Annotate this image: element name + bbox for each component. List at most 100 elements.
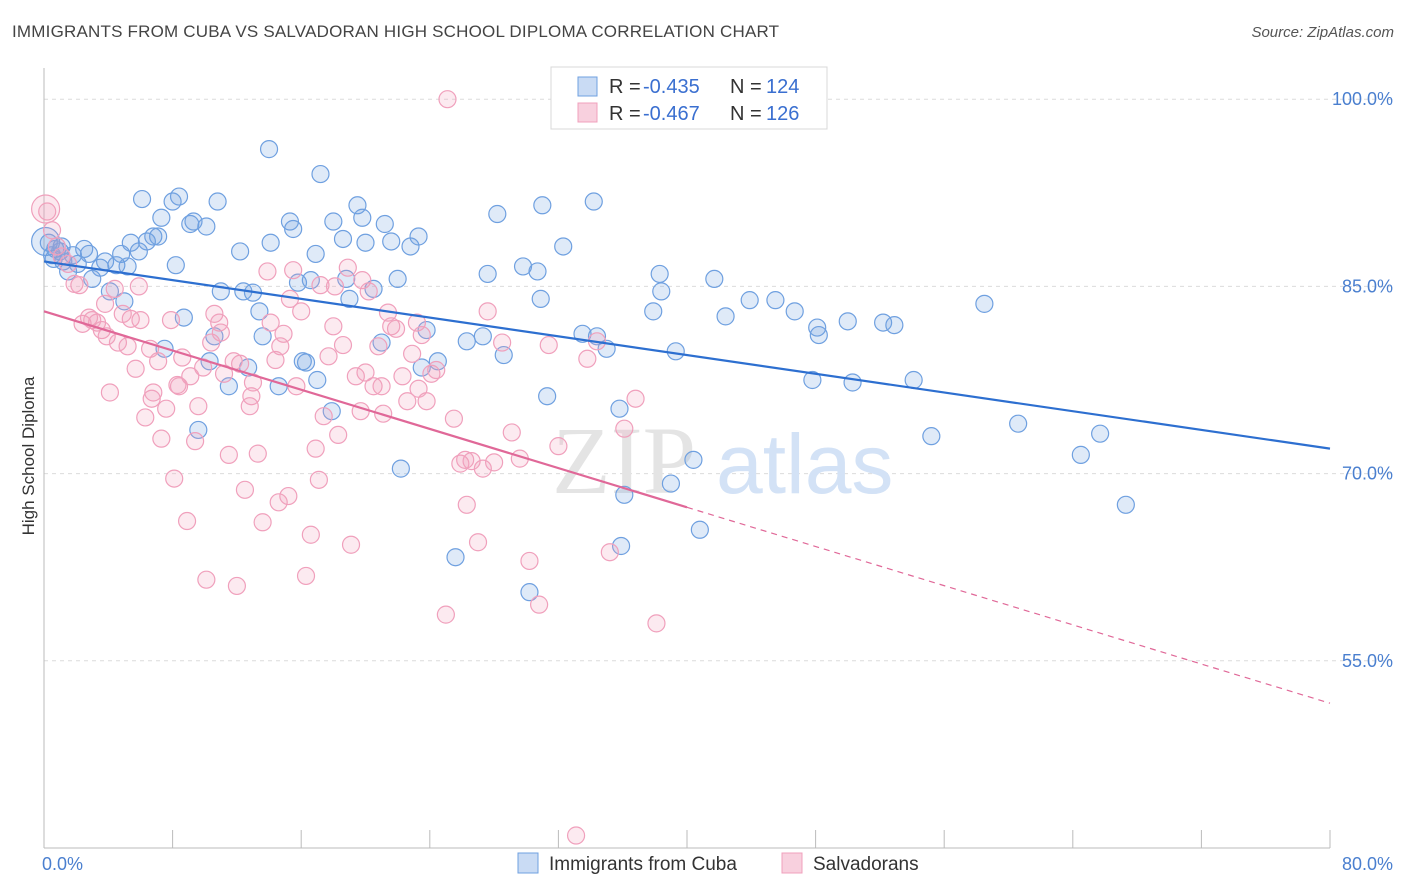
salvadorans-point-50	[258, 262, 277, 281]
salvadorans-point-125	[457, 495, 476, 514]
salvadorans-point-72	[356, 363, 375, 382]
stats-legend-swatch-salvadorans	[577, 102, 598, 123]
cuba-point-94	[666, 342, 685, 361]
cuba-point-114	[1091, 424, 1110, 443]
salvadorans-point-37	[202, 333, 221, 352]
cuba-point-80	[533, 196, 552, 215]
cuba-point-53	[324, 212, 343, 231]
legend-swatch-cuba	[517, 852, 539, 874]
salvadorans-point-101	[530, 595, 549, 614]
salvadorans-point-14	[105, 279, 124, 298]
cuba-point-93	[661, 474, 681, 493]
salvadorans-point-108	[615, 419, 634, 438]
cuba-point-92	[652, 282, 671, 301]
salvadorans-point-64	[319, 347, 338, 366]
cuba-point-102	[803, 370, 822, 390]
salvadorans-point-24	[149, 352, 168, 371]
salvadorans-point-51	[261, 313, 280, 332]
cuba-point-101	[785, 302, 804, 321]
y-tick-label-1: 85.0%	[1342, 276, 1393, 296]
stats-legend-r-value-cuba: -0.435	[643, 76, 700, 98]
salvadorans-point-31	[177, 511, 197, 531]
cuba-point-25	[166, 256, 185, 275]
cuba-point-21	[149, 227, 168, 246]
x-tick-labels: 0.0% 80.0%	[42, 854, 1393, 874]
salvadorans-point-81	[398, 392, 417, 411]
salvadorans-point-75	[369, 337, 388, 356]
salvadorans-point-102	[539, 335, 558, 355]
cuba-point-63	[388, 269, 407, 289]
salvadorans-point-73	[359, 282, 378, 301]
chart-title: IMMIGRANTS FROM CUBA VS SALVADORAN HIGH …	[12, 22, 780, 41]
axes	[43, 68, 1331, 849]
cuba-point-118	[79, 244, 99, 264]
salvadorans-point-111	[438, 90, 457, 109]
cuba-point-112	[1009, 414, 1028, 433]
salvadorans-point-25	[152, 429, 171, 448]
cuba-point-99	[740, 291, 759, 310]
salvadorans-point-large	[31, 194, 61, 224]
salvadorans-point-93	[468, 533, 488, 552]
salvadorans-point-34	[189, 397, 208, 416]
salvadorans-point-100	[520, 551, 539, 571]
legend-swatch-salvadorans	[781, 852, 803, 874]
stats-legend: R = -0.435 N = 124 R = -0.467 N = 126	[550, 66, 828, 130]
salvadorans-point-109	[626, 389, 645, 408]
salvadorans-point-117	[372, 377, 391, 396]
salvadorans-point-0	[38, 202, 57, 221]
cuba-point-48	[296, 353, 316, 372]
salvadorans-point-122	[169, 377, 189, 396]
cuba-point-8	[75, 239, 94, 259]
cuba-point-42	[261, 233, 280, 252]
series-cuba-points	[31, 140, 1135, 602]
cuba-point-22	[152, 208, 171, 227]
salvadorans-point-95	[478, 302, 497, 321]
y-axis-label: High School Diploma	[19, 376, 38, 535]
trend-lines	[43, 260, 1331, 704]
salvadorans-point-84	[412, 325, 431, 345]
cuba-point-66	[409, 227, 428, 246]
salvadorans-point-55	[279, 486, 298, 506]
stats-legend-r-label-cuba: R =	[609, 76, 641, 98]
cuba-point-122	[306, 244, 325, 264]
salvadorans-point-63	[314, 407, 333, 426]
trend-line-cuba	[43, 260, 1331, 450]
salvadorans-point-38	[205, 304, 224, 323]
salvadorans-point-56	[284, 261, 303, 280]
salvadorans-point-121	[129, 277, 148, 296]
cuba-point-87	[610, 399, 629, 418]
salvadorans-point-48	[248, 444, 267, 463]
salvadorans-point-120	[95, 294, 115, 313]
salvadorans-point-44	[231, 354, 250, 373]
salvadorans-point-68	[338, 258, 357, 277]
stats-legend-n-label-salvadorans: N =	[730, 103, 762, 125]
salvadorans-point-17	[118, 337, 137, 356]
salvadorans-point-118	[409, 379, 428, 398]
salvadorans-point-124	[325, 277, 345, 296]
cuba-point-104	[809, 325, 828, 345]
cuba-point-83	[573, 324, 592, 343]
salvadorans-point-59	[296, 566, 316, 586]
cuba-point-29	[189, 420, 208, 440]
salvadorans-point-6	[70, 276, 89, 295]
cuba-point-82	[554, 237, 573, 256]
cuba-point-103	[808, 318, 827, 337]
salvadorans-point-1	[42, 221, 62, 240]
salvadorans-point-79	[386, 319, 406, 338]
cuba-point-111	[975, 294, 994, 313]
salvadorans-point-66	[329, 425, 348, 445]
cuba-point-62	[382, 232, 401, 251]
cuba-point-84	[584, 192, 603, 211]
cuba-point-58	[353, 208, 372, 227]
salvadorans-point-19	[126, 359, 145, 378]
salvadorans-point-80	[393, 367, 412, 386]
salvadorans-point-67	[333, 335, 353, 355]
salvadorans-point-33	[186, 432, 205, 451]
stats-legend-r-label-salvadorans: R =	[609, 103, 641, 125]
y-tick-label-3: 55.0%	[1342, 651, 1393, 671]
cuba-point-113	[1071, 445, 1090, 464]
salvadorans-point-112	[142, 389, 161, 408]
salvadorans-point-116	[353, 271, 372, 290]
cuba-point-72	[473, 327, 492, 346]
cuba-point-109	[904, 370, 923, 390]
